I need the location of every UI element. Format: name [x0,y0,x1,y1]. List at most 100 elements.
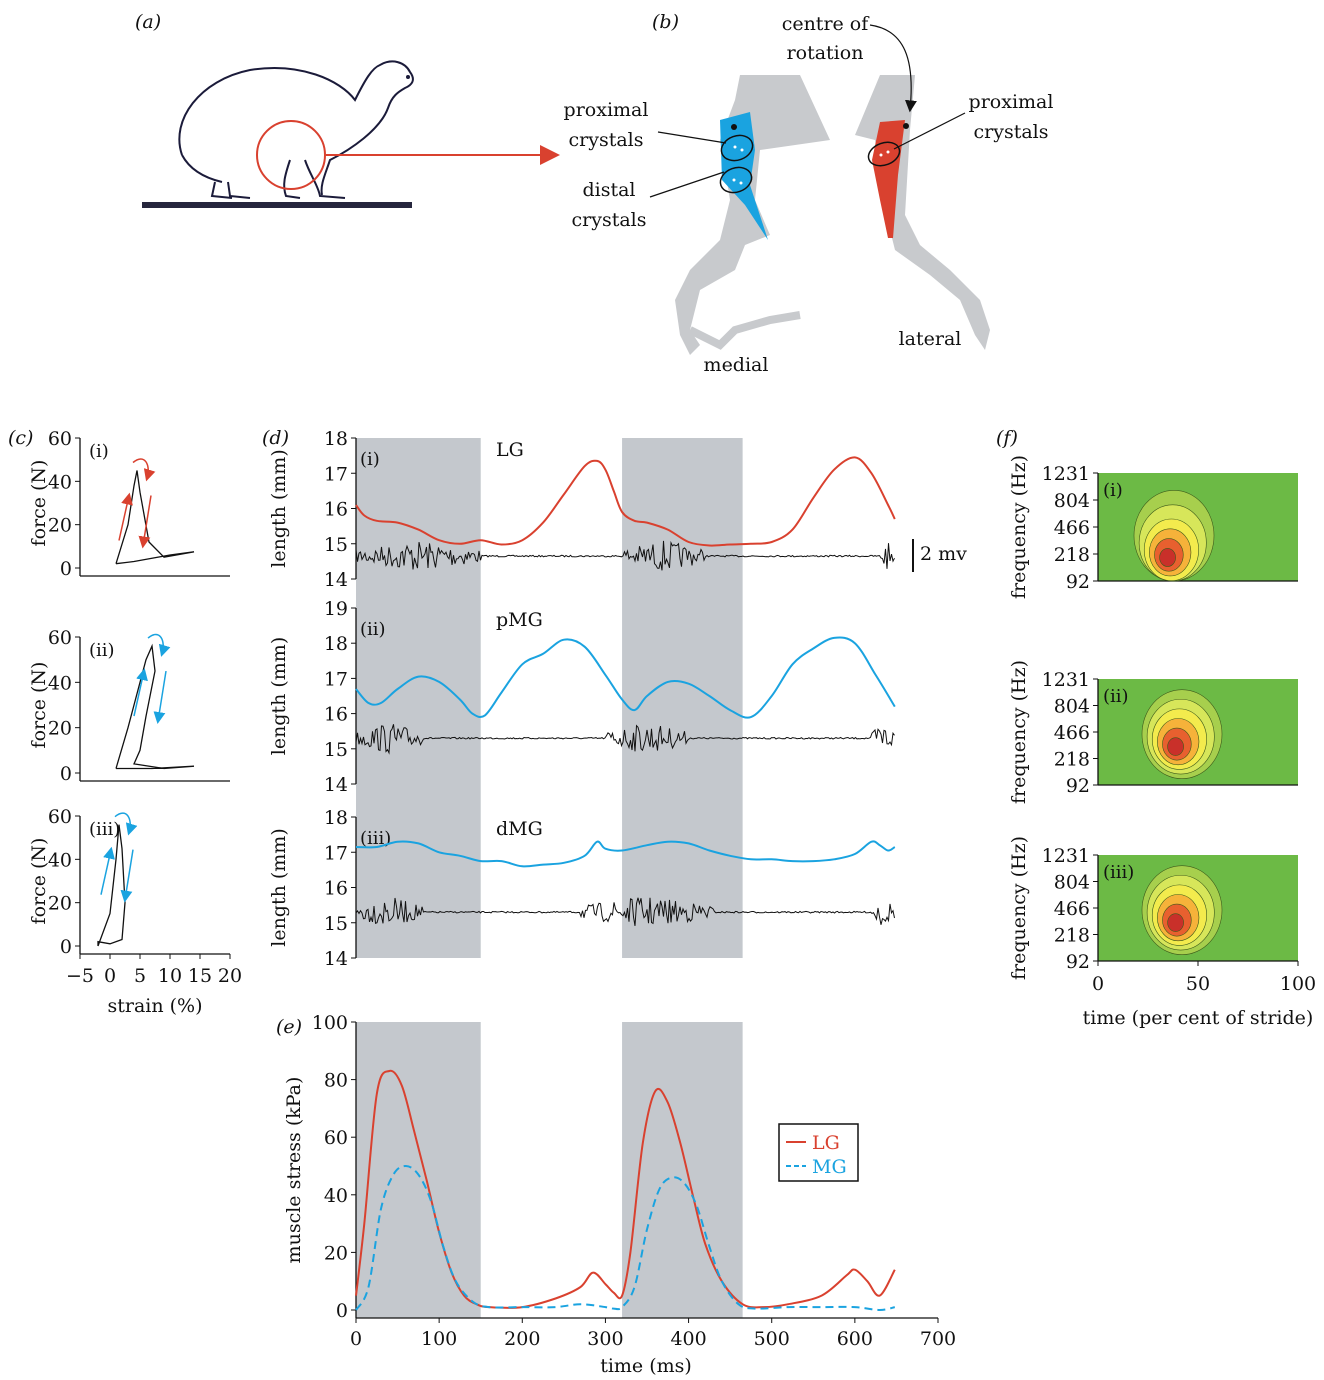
y-tick-label: 19 [324,598,348,620]
bird-illustration [178,60,414,199]
y-tick-label: 16 [324,704,348,726]
x-tick-label: 700 [920,1328,956,1350]
proximal-crystals-label-left-2: crystals [569,129,644,151]
y-tick-label: 40 [324,1185,348,1207]
length-trace [355,840,896,868]
force-strain-subplot: 0 20 40 60 force (N) (i) [28,428,230,580]
stance-phase-band [622,1022,743,1318]
y-axis-label: length (mm) [268,449,290,568]
x-tick-label: 100 [421,1328,457,1350]
y-axis-label: force (N) [28,662,50,749]
y-tick-label: 14 [324,569,348,591]
y-tick-label: 804 [1054,696,1090,718]
medial-label: medial [704,354,769,376]
y-tick-label: 20 [48,718,72,740]
panel-label-e: (e) [276,1016,302,1038]
x-tick-label: 300 [587,1328,623,1350]
loop-direction-arrow [118,492,133,541]
y-tick-label: 466 [1054,722,1090,744]
emg-trace [355,724,895,755]
legend-label: LG [812,1132,840,1154]
y-tick-label: 1231 [1042,463,1090,485]
lateral-label: lateral [899,328,962,350]
y-axis-label: frequency (Hz) [1008,455,1030,599]
y-tick-label: 20 [48,893,72,915]
y-tick-label: 60 [48,428,72,450]
proximal-crystals-label-left: proximal [564,99,649,121]
distal-crystals-label: distal [582,179,635,201]
y-tick-label: 0 [336,1300,348,1322]
x-tick-label: −5 [66,965,94,987]
y-tick-label: 40 [48,849,72,871]
y-tick-label: 40 [48,471,72,493]
force-strain-subplot: 0 20 40 60 force (N) (iii) [28,806,230,958]
proximal-crystals-label-right: proximal [969,91,1054,113]
loop-direction-arrow [100,846,115,895]
panel-label-c: (c) [8,427,33,449]
x-tick-label: 0 [104,965,116,987]
leg-anatomy-lateral [855,24,990,350]
proximal-crystals-label-right-2: crystals [974,121,1049,143]
stance-phase-band [622,438,743,958]
subplot-label: (iii) [89,819,120,840]
x-tick-label: 400 [670,1328,706,1350]
panel-label-f: (f) [996,427,1018,449]
x-tick-label: 20 [218,965,242,987]
subplot-label: (i) [89,441,109,462]
distal-crystals-label-2: crystals [572,209,647,231]
y-tick-label: 17 [324,463,348,485]
panel-label-d: (d) [262,427,289,449]
y-tick-label: 80 [324,1070,348,1092]
x-axis-label: strain (%) [107,995,202,1017]
subplot-label: (iii) [1103,862,1134,883]
contour-level [1159,548,1176,567]
mg-stress-line [355,1164,896,1312]
work-loop [115,643,195,770]
y-tick-label: 18 [324,428,348,450]
subplot-label: (i) [360,449,380,470]
y-tick-label: 17 [324,668,348,690]
y-tick-label: 466 [1054,517,1090,539]
muscle-label: dMG [496,818,543,840]
x-tick-label: 0 [1092,973,1104,995]
y-tick-label: 0 [60,763,72,785]
work-loop [115,470,195,565]
y-tick-label: 0 [60,936,72,958]
spectrogram: 92 218 466 804 1231 frequency (Hz) (ii) [1008,660,1298,804]
y-tick-label: 1231 [1042,845,1090,867]
x-tick-label: 100 [1280,973,1316,995]
y-tick-label: 466 [1054,898,1090,920]
centre-of-rotation-label-2: rotation [787,42,864,64]
y-tick-label: 1231 [1042,669,1090,691]
x-tick-label: 10 [158,965,182,987]
y-axis-label: force (N) [28,838,50,925]
leg-highlight-circle [256,120,326,190]
muscle-label: LG [496,439,524,461]
x-axis-label: time (ms) [600,1355,692,1377]
stance-phase-band [356,438,481,958]
muscle-label: pMG [496,609,543,631]
x-tick-label: 0 [350,1328,362,1350]
subplot-label: (ii) [360,619,386,640]
y-tick-label: 92 [1066,951,1090,973]
spectrogram: 92 218 466 804 1231 frequency (Hz) (i) [1008,455,1298,599]
y-axis-label: length (mm) [268,828,290,947]
y-tick-label: 14 [324,774,348,796]
y-tick-label: 20 [48,515,72,537]
emg-trace [355,540,895,571]
y-tick-label: 218 [1054,925,1090,947]
length-trace [355,456,896,547]
length-subplot: 14 15 16 17 18 length (mm) (iii) dMG [268,807,896,970]
y-tick-label: 92 [1066,571,1090,593]
y-tick-label: 18 [324,633,348,655]
subplot-label: (iii) [360,828,391,849]
spectrogram: 92 218 466 804 1231 frequency (Hz) (iii) [1008,836,1298,980]
panel-label-a: (a) [135,11,161,33]
loop-direction-arrow [138,495,152,549]
contour-level [1167,737,1184,756]
loop-direction-arrow [114,812,138,836]
work-loop [97,824,126,947]
contour-level [1167,913,1184,932]
